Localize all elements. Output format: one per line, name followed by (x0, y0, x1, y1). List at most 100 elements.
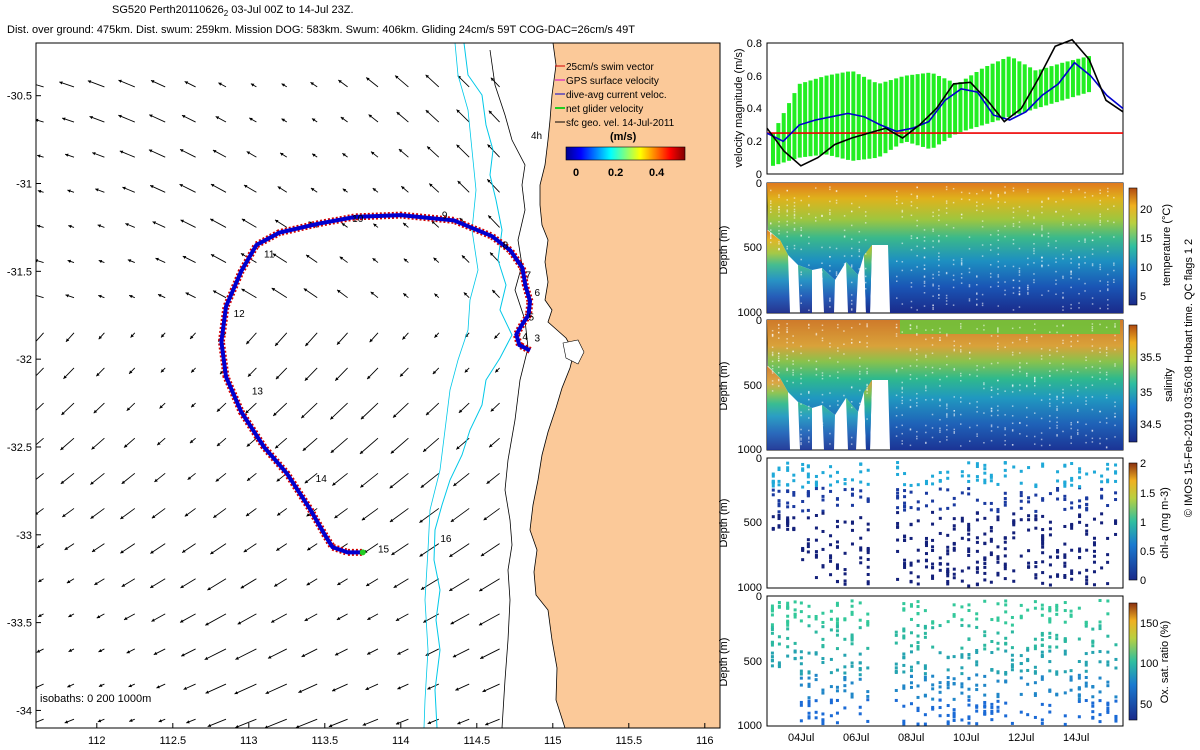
geo-arrowhead (304, 480, 309, 484)
sample-dot (1063, 555, 1067, 559)
map-y-tick-label: -33.5 (7, 618, 32, 630)
geo-arrowhead (191, 369, 195, 373)
sample-dot (1033, 412, 1036, 414)
sample-dot (975, 567, 979, 571)
sample-dot (997, 329, 999, 332)
geo-arrowhead (190, 335, 194, 339)
sample-dot (843, 665, 847, 669)
sample-dot (807, 699, 811, 703)
geo-arrowhead (311, 118, 316, 122)
geo-arrowhead (97, 719, 102, 723)
sample-dot (859, 421, 861, 423)
sample-dot (997, 348, 999, 350)
sample-dot (799, 703, 803, 707)
sample-dot (1091, 710, 1095, 714)
sample-dot (829, 671, 833, 675)
sample-dot (1091, 396, 1094, 398)
sample-dot (960, 198, 963, 200)
sample-dot (990, 651, 994, 655)
sample-dot (901, 216, 904, 218)
sample-dot (866, 468, 870, 472)
sample-dot (1055, 283, 1057, 285)
chl-depth-tick-1000: 1000 (738, 582, 762, 594)
sample-dot (1091, 366, 1094, 368)
sample-dot (1070, 370, 1072, 373)
sample-dot (800, 271, 802, 273)
sample-dot (938, 259, 940, 261)
geo-arrowhead (180, 619, 184, 623)
sample-dot (909, 373, 912, 376)
sample-dot (1085, 403, 1087, 405)
sample-dot (843, 229, 846, 232)
sample-dot (1004, 346, 1006, 349)
sample-dot (910, 249, 913, 251)
sample-dot (1018, 274, 1021, 276)
sample-dot (969, 357, 971, 360)
geo-arrowhead (366, 77, 370, 81)
sample-dot (814, 538, 818, 542)
geo-arrow (419, 543, 440, 557)
sample-dot (1091, 384, 1094, 386)
sample-dot (1100, 474, 1104, 478)
sample-dot (952, 286, 955, 289)
sample-dot (771, 333, 774, 336)
sample-dot (800, 442, 802, 444)
map-y-tick-label: -33 (16, 530, 32, 542)
sample-dot (1099, 203, 1101, 205)
sample-dot (1047, 290, 1050, 292)
sample-dot (1019, 366, 1021, 368)
geo-arrow (330, 437, 348, 454)
geo-arrowhead (271, 619, 275, 623)
sample-dot (975, 475, 979, 479)
sample-dot (976, 435, 978, 437)
sample-dot (1027, 286, 1029, 289)
sample-dot (1012, 531, 1016, 535)
sample-dot (837, 439, 839, 442)
sample-dot (799, 683, 803, 687)
net-velocity-bar (1044, 67, 1049, 106)
sample-dot (1049, 370, 1051, 372)
geo-arrowhead (157, 441, 161, 446)
sample-dot (975, 683, 979, 687)
sample-dot (990, 711, 994, 715)
geo-arrowhead (489, 443, 493, 448)
sample-dot (1056, 395, 1058, 398)
sample-dot (859, 556, 863, 560)
sample-dot (902, 670, 906, 674)
sample-dot (952, 304, 955, 306)
sample-dot (1070, 209, 1072, 211)
sample-dot (989, 537, 993, 541)
sample-dot (800, 414, 802, 417)
sample-dot (835, 721, 839, 725)
sample-dot (843, 343, 845, 346)
sample-dot (925, 338, 927, 341)
sample-dot (932, 285, 934, 287)
sample-dot (770, 211, 772, 214)
sample-dot (1078, 520, 1082, 524)
sample-dot (793, 208, 796, 211)
net-velocity-bar (947, 80, 952, 138)
sample-dot (778, 194, 780, 196)
sample-dot (1099, 199, 1101, 202)
sample-dot (800, 284, 802, 287)
sample-dot (866, 383, 868, 386)
day-label: 10 (352, 214, 364, 225)
sample-dot (924, 565, 928, 569)
sample-dot (850, 612, 854, 616)
sample-dot (952, 697, 956, 701)
sample-dot (1092, 517, 1096, 521)
geo-arrowhead (149, 114, 153, 118)
sample-dot (829, 543, 833, 547)
sample-dot (925, 356, 927, 358)
sample-dot (1084, 223, 1086, 226)
geo-arrowhead (246, 443, 251, 447)
sample-dot (903, 562, 907, 566)
geo-arrowhead (277, 512, 281, 516)
sample-dot (1041, 229, 1043, 231)
sample-dot (814, 576, 818, 580)
geo-arrowhead (98, 335, 102, 340)
sample-dot (931, 576, 935, 580)
geo-arrowhead (122, 186, 126, 190)
sample-dot (1099, 219, 1101, 222)
sample-dot (808, 392, 810, 395)
